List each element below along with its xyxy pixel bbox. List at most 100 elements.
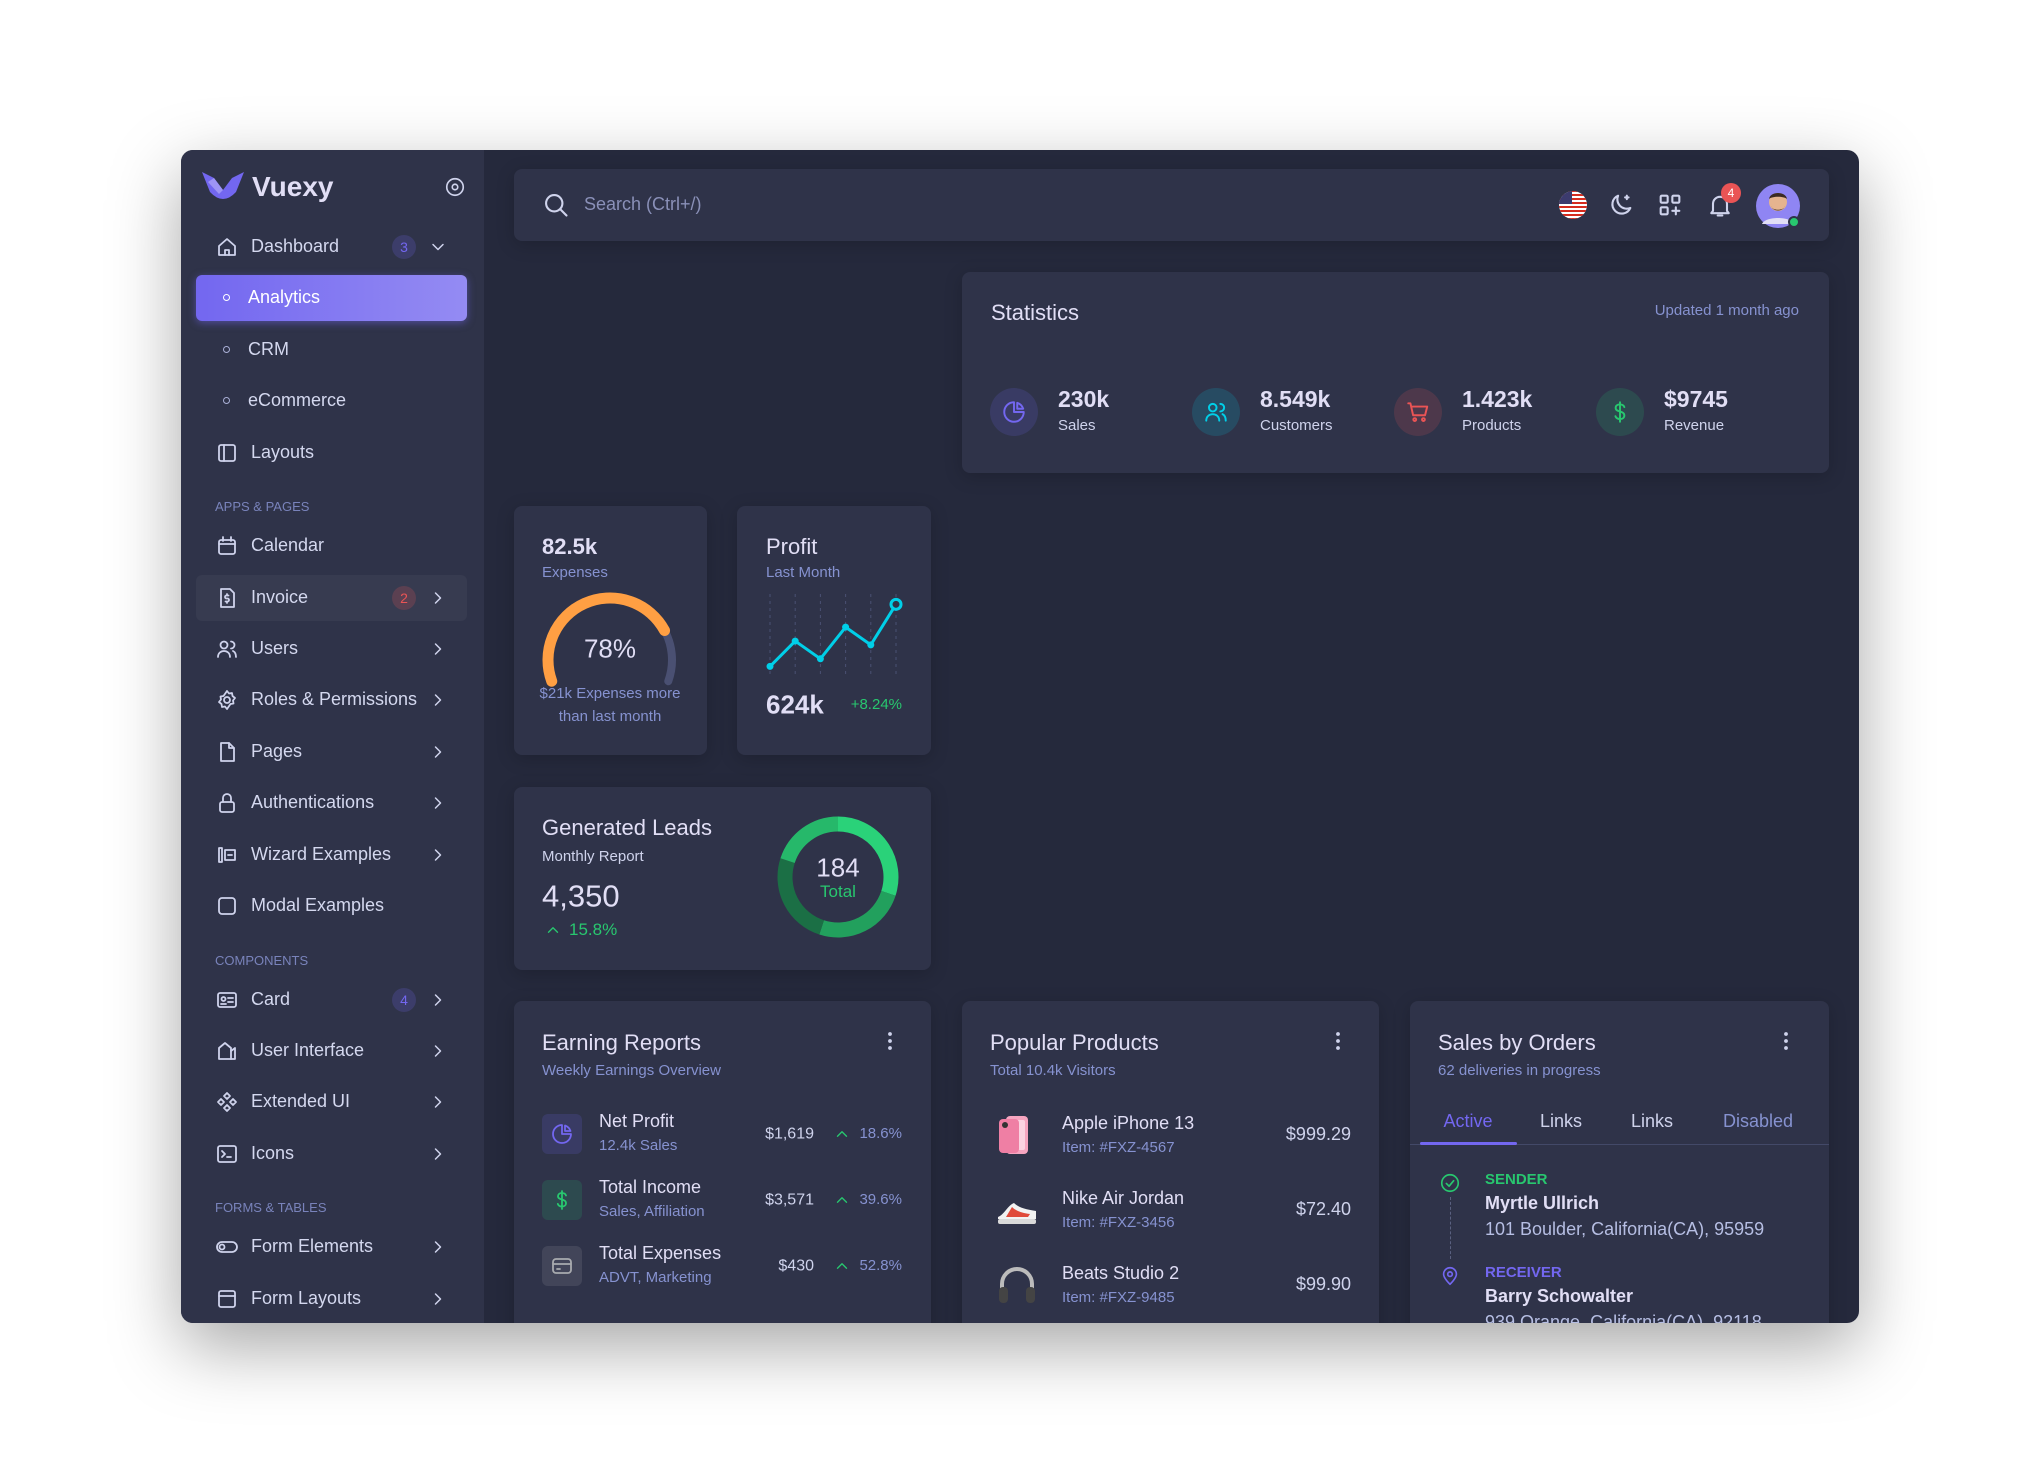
row-name: Total Expenses <box>599 1243 722 1264</box>
brand-name: Vuexy <box>252 171 334 203</box>
menu-icon <box>218 1042 236 1060</box>
leads-card: Generated Leads Monthly Report 4,350 15.8% 1… <box>514 787 931 970</box>
tab[interactable]: Links <box>1630 1111 1674 1132</box>
menu-item[interactable]: Form Layouts <box>251 1288 362 1308</box>
shipment-address: 939 Orange, California(CA), 92118 <box>1485 1312 1762 1323</box>
menu-item[interactable]: Card <box>251 988 291 1009</box>
menu-icon <box>218 897 236 915</box>
sparkline-point <box>842 623 850 631</box>
theme-toggle[interactable] <box>1607 191 1635 219</box>
stat-value: $9745 <box>1664 386 1728 413</box>
menu-item[interactable]: Invoice <box>251 586 309 607</box>
submenu-bullet <box>223 397 230 405</box>
donut-caption: Total <box>820 881 856 901</box>
card-subtitle: Last Month <box>766 564 841 581</box>
shipment-name: Myrtle Ullrich <box>1485 1193 1600 1214</box>
menu-item[interactable]: Calendar <box>251 535 325 556</box>
menu-item[interactable]: Roles & Permissions <box>251 689 418 710</box>
menu-item[interactable]: Users <box>251 638 299 659</box>
menu-icon <box>220 741 235 762</box>
submenu-item[interactable]: Analytics <box>248 287 321 308</box>
menu-icon <box>217 640 237 658</box>
menu-chevron <box>434 694 442 707</box>
menu-icon <box>218 690 236 711</box>
menu-item[interactable]: Form Elements <box>251 1236 374 1257</box>
menu-chevron <box>434 1241 442 1254</box>
timeline-icon <box>1442 1266 1458 1286</box>
user-avatar[interactable] <box>1754 182 1802 230</box>
menu-section-heading: COMPONENTS <box>215 952 309 968</box>
profit-card: Profit Last Month 624k +8.24% <box>737 506 931 755</box>
earning-card: Earning Reports Weekly Earnings Overview N… <box>514 1001 931 1323</box>
donut-segment <box>819 890 896 938</box>
product-item: Item: #FXZ-4567 <box>1062 1139 1175 1156</box>
menu-item[interactable]: Icons <box>251 1143 295 1163</box>
row-icon <box>556 1190 567 1210</box>
menu-chevron <box>434 1045 442 1057</box>
menu-item[interactable]: Layouts <box>251 441 315 462</box>
shipment-role: RECEIVER <box>1485 1264 1562 1281</box>
menu-item[interactable]: User Interface <box>251 1040 365 1061</box>
menu-section-heading: APPS & PAGES <box>215 499 310 515</box>
search-icon[interactable] <box>542 191 570 219</box>
menu-item[interactable]: Wizard Examples <box>251 843 392 864</box>
gauge-label: 78% <box>583 633 637 664</box>
shortcuts[interactable] <box>1656 191 1684 219</box>
active-tab-underline <box>1420 1142 1517 1145</box>
gauge <box>542 592 676 687</box>
donut-segment <box>777 858 825 935</box>
change-arrow <box>836 1197 848 1203</box>
product-price: $99.90 <box>1295 1274 1351 1295</box>
sparkline-point <box>766 662 774 670</box>
change-arrow <box>836 1131 848 1137</box>
tab[interactable]: Links <box>1539 1111 1583 1132</box>
tab[interactable]: Active <box>1443 1111 1493 1132</box>
submenu-bullet <box>223 345 230 353</box>
menu-item[interactable]: Modal Examples <box>251 895 385 916</box>
sparkline-line <box>768 603 898 668</box>
row-change: 52.8% <box>859 1257 902 1274</box>
sparkline-point <box>791 637 799 645</box>
menu-chevron <box>434 1096 442 1109</box>
notification-count: 4 <box>1721 183 1741 203</box>
language-flag[interactable] <box>1558 190 1588 220</box>
stat-icon-bg <box>1192 388 1240 436</box>
expenses-value: 82.5k <box>542 533 598 559</box>
sidebar-toggle[interactable] <box>444 176 466 198</box>
card-menu[interactable] <box>1326 1029 1350 1053</box>
search-input[interactable]: Search (Ctrl+/) <box>584 194 702 215</box>
stat-icon <box>1205 402 1227 422</box>
tab[interactable]: Disabled <box>1722 1111 1794 1132</box>
gauge-progress <box>542 592 671 687</box>
menu-icon <box>218 1289 236 1308</box>
brand-logo <box>202 172 244 199</box>
row-change: 39.6% <box>859 1191 902 1208</box>
row-icon <box>552 1124 572 1144</box>
menu-icon <box>217 1144 237 1163</box>
leads-value: 4,350 <box>542 878 620 914</box>
menu-badge: 2 <box>392 585 416 610</box>
menu-icon <box>218 238 236 256</box>
menu-icon <box>218 846 236 863</box>
donut <box>777 816 899 938</box>
row-amount: $430 <box>778 1257 814 1275</box>
row-change: 18.6% <box>859 1125 902 1142</box>
card-menu[interactable] <box>878 1029 902 1053</box>
profit-value: 624k <box>766 689 824 720</box>
menu-item[interactable]: Extended UI <box>251 1091 351 1112</box>
submenu-item[interactable]: CRM <box>248 339 289 359</box>
menu-item[interactable]: Dashboard <box>251 236 340 257</box>
menu-item[interactable]: Pages <box>251 741 303 761</box>
stat-label: Customers <box>1260 417 1333 434</box>
statistics-card: Statistics Updated 1 month ago 230k Sales 8.… <box>962 272 1829 473</box>
card-menu[interactable] <box>1774 1029 1798 1053</box>
submenu-item[interactable]: eCommerce <box>248 390 347 411</box>
product-image <box>998 1203 1036 1224</box>
menu-item[interactable]: Authentications <box>251 792 375 813</box>
sparkline <box>766 594 903 678</box>
card-title: Profit <box>766 533 818 559</box>
menu-icon <box>217 991 237 1008</box>
menu-highlight <box>196 574 467 621</box>
row-amount: $1,619 <box>765 1125 814 1143</box>
